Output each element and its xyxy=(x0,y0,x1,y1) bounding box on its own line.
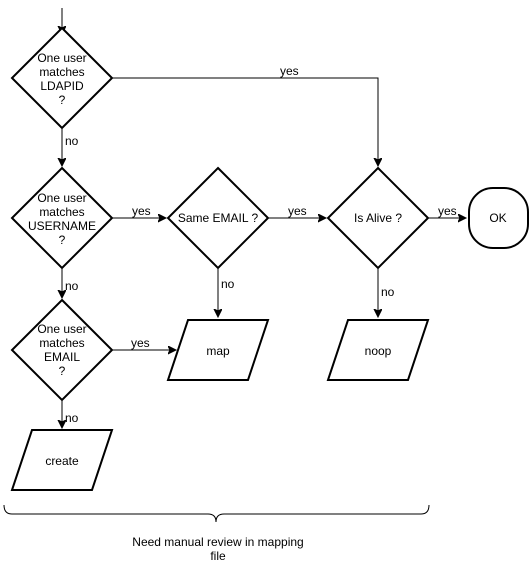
data-map: map xyxy=(166,319,270,381)
edge-labels: yes no yes no yes no yes no yes no xyxy=(65,64,457,425)
decision-username-line-2: matches xyxy=(39,205,84,219)
data-noop-label: noop xyxy=(365,344,392,358)
decision-same-email-label: Same EMAIL ? xyxy=(178,211,259,225)
edge-label-ldapid-no: no xyxy=(65,134,79,148)
decision-ldapid-line-3: LDAPID xyxy=(40,79,84,93)
decision-email-line-3: EMAIL xyxy=(44,350,80,364)
decision-username-line-4: ? xyxy=(59,233,66,247)
decision-email: One user matches EMAIL ? xyxy=(10,298,114,402)
edge-label-email-no: no xyxy=(65,411,79,425)
edge-label-is-alive-no: no xyxy=(381,285,395,299)
edges xyxy=(62,8,466,428)
decision-ldapid: One user matches LDAPID ? xyxy=(10,26,114,130)
decision-username-line-1: One user xyxy=(37,191,86,205)
manual-review-label-line-2: file xyxy=(210,549,226,563)
manual-review-label-line-1: Need manual review in mapping xyxy=(132,535,303,549)
decision-username: One user matches USERNAME ? xyxy=(10,166,114,270)
decision-email-line-2: matches xyxy=(39,336,84,350)
edge-label-same-email-no: no xyxy=(221,277,235,291)
edge-label-same-email-yes: yes xyxy=(288,204,307,218)
edge-label-ldapid-yes: yes xyxy=(280,64,299,78)
decision-ldapid-line-1: One user xyxy=(37,51,86,65)
edge-ldapid-yes xyxy=(112,77,378,166)
edge-label-username-yes: yes xyxy=(132,204,151,218)
terminal-ok-label: OK xyxy=(489,211,506,225)
edge-label-email-yes: yes xyxy=(131,336,150,350)
decision-email-line-4: ? xyxy=(59,364,66,378)
manual-review-brace: Need manual review in mapping file xyxy=(3,504,430,563)
data-create-label: create xyxy=(45,454,79,468)
data-noop: noop xyxy=(326,319,430,381)
decision-is-alive: Is Alive ? xyxy=(326,166,430,270)
edge-label-username-no: no xyxy=(65,279,79,293)
decision-email-line-1: One user xyxy=(37,322,86,336)
decision-same-email: Same EMAIL ? xyxy=(166,166,270,270)
decision-is-alive-label: Is Alive ? xyxy=(354,211,402,225)
decision-ldapid-line-2: matches xyxy=(39,65,84,79)
terminal-ok: OK xyxy=(468,187,529,249)
data-create: create xyxy=(10,429,114,491)
decision-username-line-3: USERNAME xyxy=(28,219,96,233)
edge-label-is-alive-yes: yes xyxy=(438,204,457,218)
data-map-label: map xyxy=(206,344,230,358)
decision-ldapid-line-4: ? xyxy=(59,93,66,107)
